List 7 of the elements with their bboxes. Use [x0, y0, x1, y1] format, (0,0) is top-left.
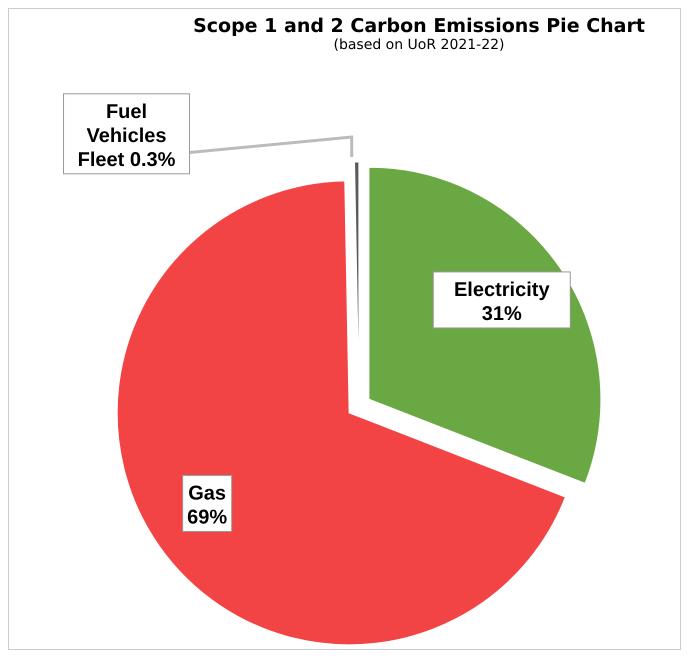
slice-label: Fuel Vehicles Fleet 0.3%	[78, 100, 176, 171]
chart-title: Scope 1 and 2 Carbon Emissions Pie Chart	[192, 15, 646, 37]
slice-label: Electricity	[454, 278, 550, 301]
slice-label: Gas	[188, 482, 226, 504]
chart-subtitle: (based on UoR 2021-22)	[332, 37, 506, 53]
data-label: 69%	[187, 506, 228, 528]
data-label: 31%	[482, 302, 522, 325]
